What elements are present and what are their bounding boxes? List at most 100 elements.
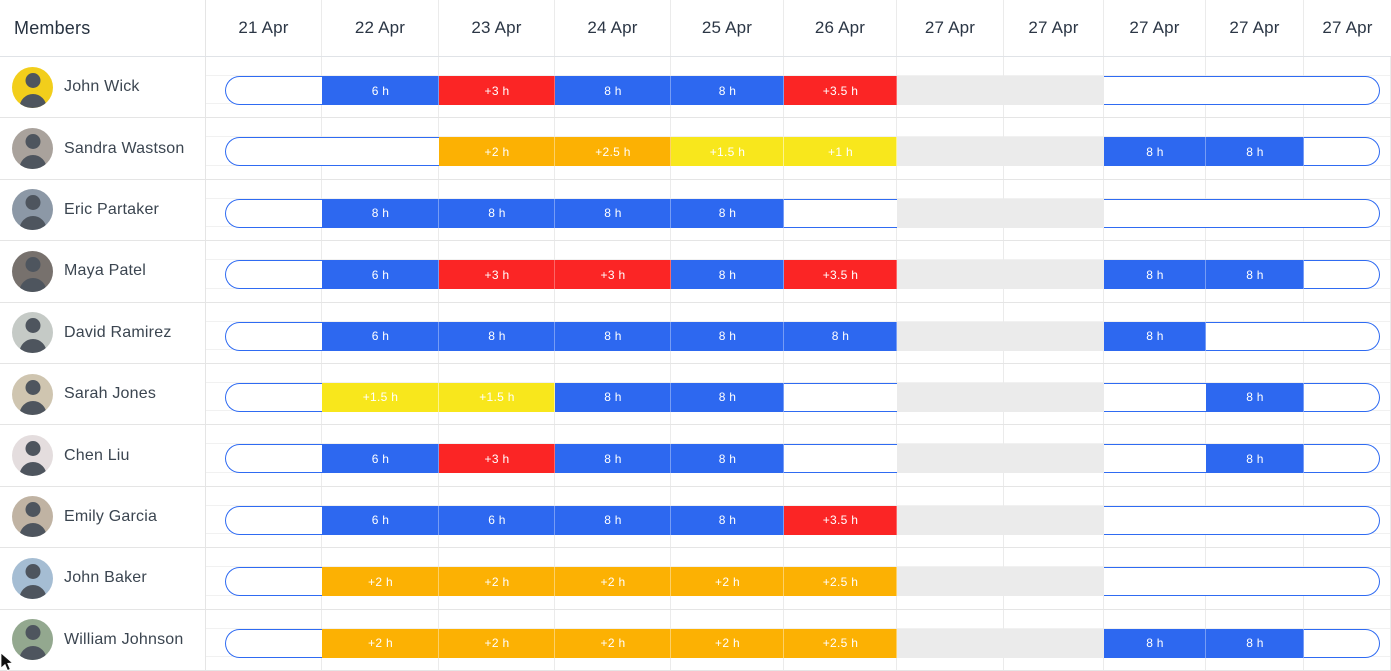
member-row: Sandra Wastson +2 h +2.5 h +1.5 h +1 h 8 h 8 h xyxy=(0,118,1391,180)
hours-segment[interactable]: 8 h xyxy=(555,505,671,535)
hours-segment[interactable]: 6 h xyxy=(322,444,439,474)
member-list-item[interactable]: Sandra Wastson xyxy=(0,118,206,179)
hours-segment[interactable]: 8 h xyxy=(555,76,671,105)
empty-capacity-segment[interactable] xyxy=(225,444,322,474)
member-list-item[interactable]: Sarah Jones xyxy=(0,363,206,425)
avatar-body-shape xyxy=(19,646,46,661)
hours-segment[interactable]: +3 h xyxy=(439,444,555,474)
member-list-item[interactable]: Maya Patel xyxy=(0,241,206,302)
empty-capacity-segment[interactable] xyxy=(225,628,322,658)
empty-capacity-segment[interactable] xyxy=(1206,321,1380,351)
empty-capacity-segment[interactable] xyxy=(784,382,897,412)
empty-capacity-segment[interactable] xyxy=(1304,260,1380,290)
empty-capacity-segment[interactable] xyxy=(225,321,322,351)
empty-capacity-segment[interactable] xyxy=(784,198,897,228)
hours-segment[interactable]: 8 h xyxy=(671,382,784,412)
timeline-row: 6 h +3 h 8 h 8 h 8 h xyxy=(206,425,1391,486)
hours-segment[interactable]: 6 h xyxy=(322,321,439,351)
empty-capacity-segment[interactable] xyxy=(225,76,322,105)
member-list-item[interactable]: Chen Liu xyxy=(0,425,206,486)
empty-capacity-segment[interactable] xyxy=(1104,198,1380,228)
hours-segment[interactable]: 8 h xyxy=(671,444,784,474)
hours-segment[interactable]: 8 h xyxy=(1104,321,1206,351)
member-list-item[interactable]: Eric Partaker xyxy=(0,179,206,241)
hours-segment[interactable]: +2 h xyxy=(555,628,671,658)
empty-capacity-segment[interactable] xyxy=(225,260,322,290)
hours-segment[interactable]: 6 h xyxy=(322,505,439,535)
hours-segment[interactable]: 8 h xyxy=(671,321,784,351)
hours-segment[interactable]: +3 h xyxy=(555,260,671,290)
hours-segment[interactable]: +2 h xyxy=(555,567,671,597)
hours-segment[interactable]: +3.5 h xyxy=(784,76,897,105)
hours-segment[interactable]: +1 h xyxy=(784,137,897,167)
member-avatar xyxy=(12,66,53,108)
hours-segment[interactable]: 8 h xyxy=(555,321,671,351)
empty-capacity-segment[interactable] xyxy=(1304,628,1380,658)
hours-segment[interactable]: +2.5 h xyxy=(784,628,897,658)
hours-segment[interactable]: +2.5 h xyxy=(555,137,671,167)
hours-segment[interactable]: 8 h xyxy=(555,382,671,412)
hours-segment[interactable]: 8 h xyxy=(1206,260,1304,290)
empty-capacity-segment[interactable] xyxy=(225,137,439,167)
member-list-item[interactable]: David Ramirez xyxy=(0,302,206,363)
hours-segment[interactable]: +2 h xyxy=(322,567,439,597)
hours-segment[interactable]: +2 h xyxy=(671,567,784,597)
hours-segment[interactable]: 8 h xyxy=(439,321,555,351)
member-list-item[interactable]: John Baker xyxy=(0,548,206,609)
hours-segment[interactable]: 8 h xyxy=(1206,137,1304,167)
hours-label: 6 h xyxy=(371,513,390,528)
hours-segment[interactable]: +2 h xyxy=(439,567,555,597)
empty-capacity-segment[interactable] xyxy=(1104,444,1206,474)
hours-label: 8 h xyxy=(1146,329,1164,344)
hours-segment[interactable]: 8 h xyxy=(322,198,439,228)
hours-segment[interactable]: 8 h xyxy=(555,444,671,474)
hours-segment[interactable]: 8 h xyxy=(671,505,784,535)
hours-segment[interactable]: +1.5 h xyxy=(322,382,439,412)
hours-segment[interactable]: 6 h xyxy=(322,76,439,105)
hours-segment[interactable]: +2.5 h xyxy=(784,567,897,597)
hours-segment[interactable]: 8 h xyxy=(1206,382,1304,412)
empty-capacity-segment[interactable] xyxy=(225,382,322,412)
empty-capacity-segment[interactable] xyxy=(1304,444,1380,474)
hours-segment[interactable]: 8 h xyxy=(1206,444,1304,474)
empty-capacity-segment[interactable] xyxy=(784,444,897,474)
date-header: 23 Apr xyxy=(439,0,555,56)
hours-segment[interactable]: 8 h xyxy=(671,198,784,228)
hours-segment[interactable]: +2 h xyxy=(671,628,784,658)
empty-capacity-segment[interactable] xyxy=(1104,382,1206,412)
hours-segment[interactable]: 8 h xyxy=(671,76,784,105)
hours-segment[interactable]: +2 h xyxy=(439,137,555,167)
hours-segment[interactable]: 6 h xyxy=(322,260,439,290)
member-name: Maya Patel xyxy=(64,262,147,280)
hours-segment[interactable]: +2 h xyxy=(322,628,439,658)
hours-segment[interactable]: 8 h xyxy=(1104,137,1206,167)
empty-capacity-segment[interactable] xyxy=(1104,505,1380,535)
hours-segment[interactable]: 6 h xyxy=(439,505,555,535)
hours-segment[interactable]: 8 h xyxy=(671,260,784,290)
hours-segment[interactable]: 8 h xyxy=(784,321,897,351)
hours-segment[interactable]: +1.5 h xyxy=(439,382,555,412)
hours-segment[interactable]: 8 h xyxy=(1104,260,1206,290)
empty-capacity-segment[interactable] xyxy=(1304,382,1380,412)
hours-segment[interactable]: +3.5 h xyxy=(784,505,897,535)
hours-segment[interactable]: +3.5 h xyxy=(784,260,897,290)
hours-segment[interactable]: 8 h xyxy=(1104,628,1206,658)
empty-capacity-segment[interactable] xyxy=(225,198,322,228)
member-list-item[interactable]: William Johnson xyxy=(0,609,206,670)
hours-segment[interactable]: +1.5 h xyxy=(671,137,784,167)
empty-capacity-segment[interactable] xyxy=(225,505,322,535)
empty-capacity-segment[interactable] xyxy=(225,567,322,597)
member-list-item[interactable]: John Wick xyxy=(0,57,206,118)
empty-capacity-segment[interactable] xyxy=(1104,567,1380,597)
hours-segment[interactable]: 8 h xyxy=(1206,628,1304,658)
hours-segment[interactable]: +3 h xyxy=(439,260,555,290)
member-name: William Johnson xyxy=(64,630,184,648)
timeline-header: Members 21 Apr 22 Apr 23 Apr 24 Apr 25 Apr 26… xyxy=(0,0,1391,57)
hours-segment[interactable]: 8 h xyxy=(439,198,555,228)
hours-segment[interactable]: 8 h xyxy=(555,198,671,228)
member-list-item[interactable]: Emily Garcia xyxy=(0,486,206,548)
hours-segment[interactable]: +3 h xyxy=(439,76,555,105)
hours-segment[interactable]: +2 h xyxy=(439,628,555,658)
empty-capacity-segment[interactable] xyxy=(1104,76,1380,105)
empty-capacity-segment[interactable] xyxy=(1304,137,1380,167)
